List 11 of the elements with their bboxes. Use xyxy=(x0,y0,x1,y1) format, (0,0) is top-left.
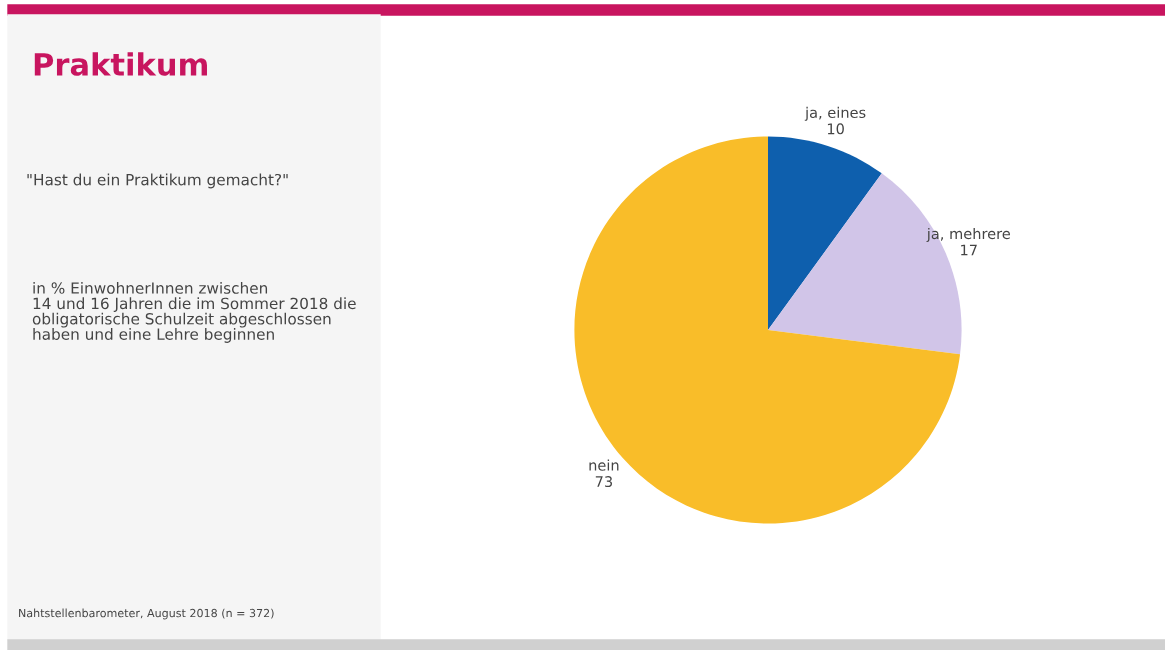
data-label: 10 xyxy=(827,123,844,135)
slice-label: nein xyxy=(589,459,619,471)
text: Praktikum xyxy=(34,52,207,76)
text: in % EinwohnerInnen zwischen 14 und 16 Jahren die im Sommer 2018 die obligatorische Schulzeit abgeschlossen haben und eine Lehre beginnen xyxy=(32,282,356,343)
data-label: 73 xyxy=(595,476,613,488)
data-label: 17 xyxy=(961,244,977,256)
slice-label: ja, eines xyxy=(804,106,866,121)
text: Nahtstellenbarometer, August 2018 (n = 372) xyxy=(19,608,274,620)
pie-slice xyxy=(768,136,882,330)
text: "Hast du ein Praktikum gemacht?" xyxy=(27,173,288,189)
slice-label: ja, mehrere xyxy=(926,227,1010,243)
